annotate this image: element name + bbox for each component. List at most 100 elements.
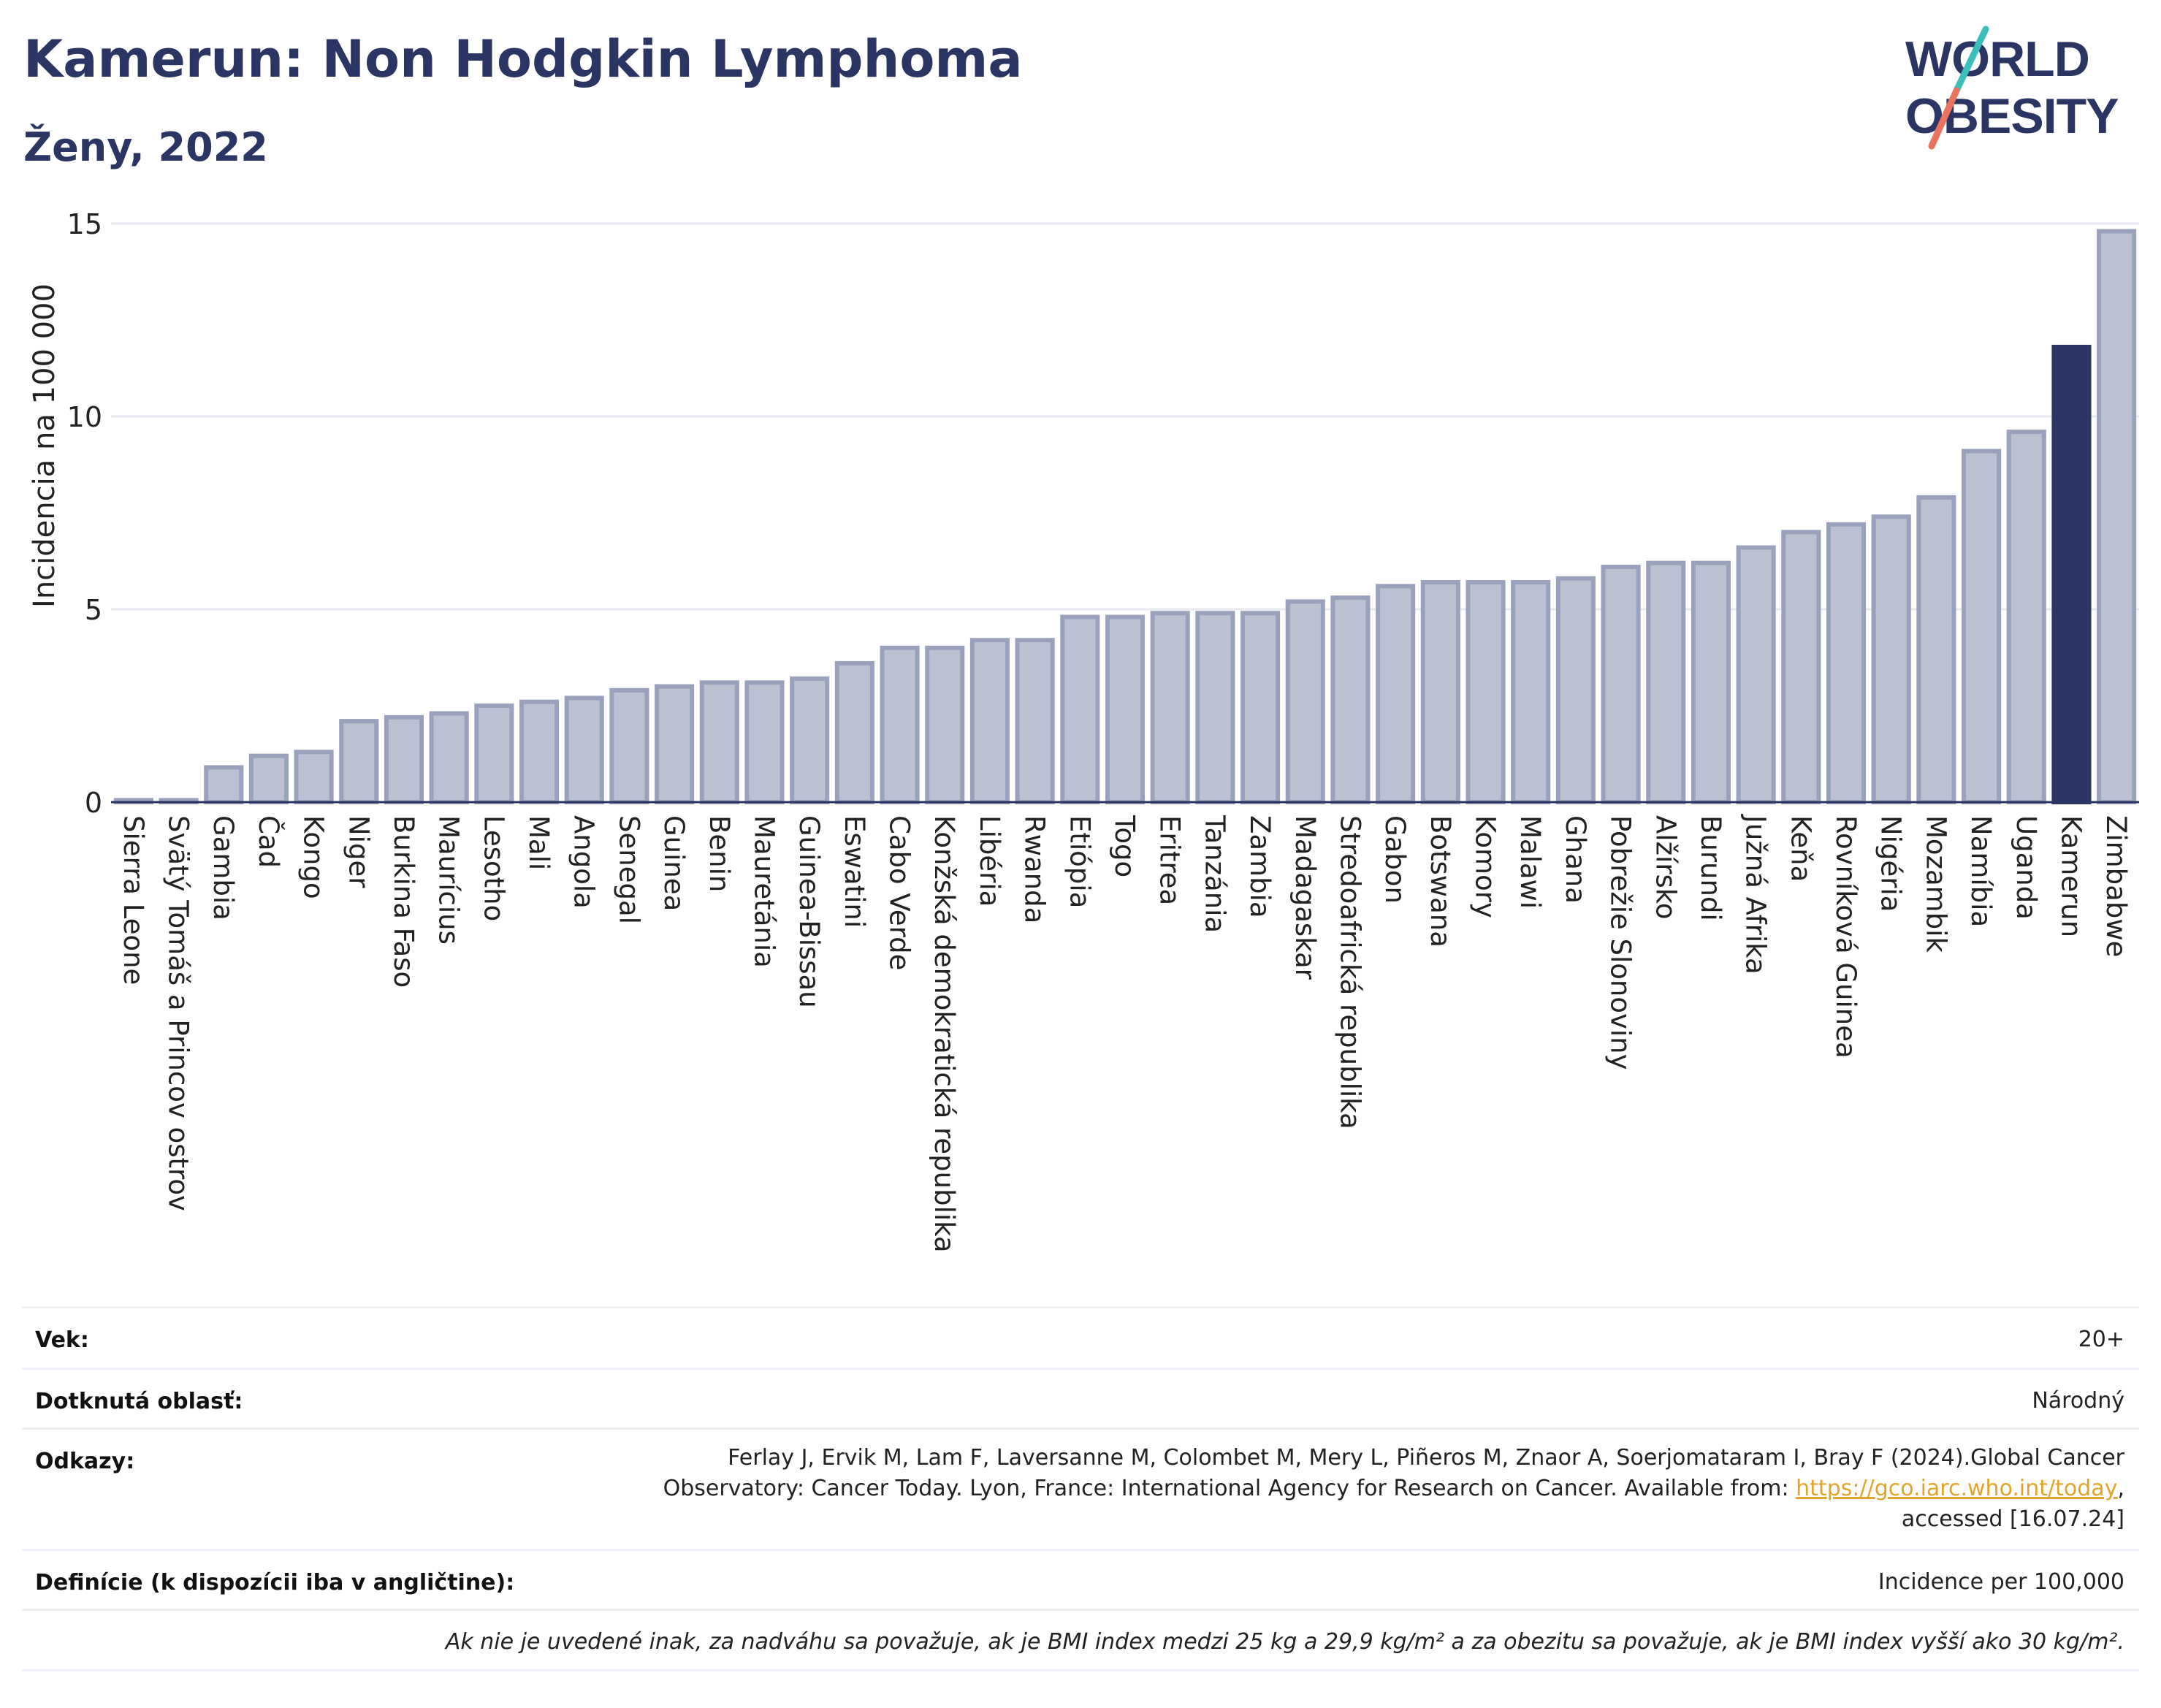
bar	[564, 695, 604, 804]
x-tick-label: Malawi	[1514, 815, 1546, 909]
bar	[1015, 638, 1055, 804]
x-tick-label: Uganda	[2011, 815, 2042, 920]
bar	[1240, 611, 1281, 805]
x-tick-label: Eswatini	[839, 815, 870, 928]
bar	[429, 711, 469, 804]
x-tick-label: Nigéria	[1875, 815, 1907, 912]
bar	[834, 660, 874, 804]
bar	[2006, 430, 2046, 804]
bar	[1511, 580, 1551, 804]
bars	[113, 229, 2137, 805]
x-tick-label: Senegal	[613, 815, 644, 924]
area-value: Národný	[2032, 1388, 2124, 1414]
bar	[1285, 599, 1325, 804]
info-row-definitions: Definície (k dispozícii iba v angličtine…	[22, 1549, 2139, 1609]
references-label: Odkazy:	[35, 1449, 135, 1474]
x-tick-label: Rwanda	[1019, 815, 1051, 923]
x-tick-label: Cabo Verde	[884, 815, 915, 970]
x-tick-label: Konžská demokratická republika	[929, 815, 960, 1253]
x-tick-label: Botswana	[1425, 815, 1456, 948]
x-tick-label: Mauretánia	[748, 815, 780, 968]
x-tick-label: Madagaskar	[1289, 815, 1321, 980]
bar	[1781, 530, 1821, 805]
bar	[609, 687, 649, 804]
x-tick-label: Rovníková Guinea	[1830, 815, 1861, 1059]
x-tick-label: Zimbabwe	[2100, 815, 2132, 957]
references-line2-text: Observatory: Cancer Today. Lyon, France:…	[663, 1476, 1796, 1501]
definitions-value: Incidence per 100,000	[1878, 1569, 2124, 1595]
bar	[474, 704, 514, 804]
bar	[1420, 580, 1460, 804]
x-tick-label: Ghana	[1560, 815, 1591, 904]
bar	[339, 719, 379, 804]
bar	[2051, 344, 2092, 804]
logo-slash-top	[1953, 26, 1989, 94]
x-tick-label: Etiópia	[1064, 815, 1095, 908]
bar	[1601, 564, 1641, 804]
bar	[248, 753, 289, 805]
bar-chart: 0 5 10 15 Sierra Leone Svätý Tomáš a Princov …	[28, 208, 2139, 1253]
x-tick-label: Pobrežie Slonoviny	[1605, 815, 1636, 1070]
bar	[1646, 560, 1686, 804]
x-tick-label: Keňa	[1785, 815, 1816, 882]
x-tick-label: Gambia	[207, 815, 239, 920]
x-tick-label: Gabon	[1379, 815, 1411, 904]
x-tick-label: Svätý Tomáš a Princov ostrov	[163, 815, 194, 1211]
bar	[1376, 584, 1416, 804]
info-row-footnote: Ak nie je uvedené inak, za nadváhu sa po…	[22, 1609, 2139, 1669]
bar	[294, 750, 334, 804]
chart-subtitle: Ženy, 2022	[23, 124, 268, 170]
references-line3: accessed [16.07.24]	[1901, 1506, 2124, 1532]
info-row-area: Dotknutá oblasť: Národný	[22, 1368, 2139, 1427]
world-obesity-logo: WORLD OBESITY	[1905, 26, 2119, 150]
x-tick-label: Sierra Leone	[118, 815, 149, 985]
chart-title: Kamerun: Non Hodgkin Lymphoma	[23, 29, 1023, 89]
bar	[1466, 580, 1506, 804]
bar	[790, 676, 830, 804]
bar	[699, 680, 739, 804]
x-tick-label: Mali	[523, 815, 554, 870]
logo-text-line2: OBESITY	[1905, 88, 2119, 144]
bar	[1105, 614, 1146, 804]
bar	[969, 638, 1010, 804]
x-tick-label: Stredoafrická republika	[1334, 815, 1365, 1129]
x-tick-label: Guinea-Bissau	[793, 815, 825, 1008]
bar	[1150, 611, 1190, 805]
x-tick-label: Libéria	[974, 815, 1005, 907]
x-tick-label: Togo	[1109, 815, 1140, 877]
x-tick-label: Maurícius	[433, 815, 465, 945]
bar	[1330, 595, 1371, 804]
axes: 0 5 10 15 Sierra Leone Svätý Tomáš a Princov …	[67, 208, 2139, 1253]
bar	[1060, 614, 1100, 804]
x-tick-label: Komory	[1470, 815, 1501, 918]
x-tick-label: Kamerun	[2055, 815, 2086, 937]
bar	[1736, 545, 1776, 805]
references-line2: Observatory: Cancer Today. Lyon, France:…	[663, 1473, 2124, 1504]
x-tick-label: Kongo	[298, 815, 329, 899]
bar	[384, 714, 424, 805]
info-row-references: Odkazy: Ferlay J, Ervik M, Lam F, Lavers…	[22, 1427, 2139, 1549]
definitions-label: Definície (k dispozícii iba v angličtine…	[35, 1570, 515, 1595]
info-row-age: Vek: 20+	[22, 1306, 2139, 1368]
y-tick-label: 10	[67, 401, 102, 433]
y-tick-label: 5	[85, 594, 102, 626]
x-tick-label: Benin	[704, 815, 735, 892]
references-line1: Ferlay J, Ervik M, Lam F, Laversanne M, …	[728, 1445, 2124, 1471]
footnote-text: Ak nie je uvedené inak, za nadváhu sa po…	[445, 1629, 2124, 1655]
x-tick-label: Burkina Faso	[388, 815, 419, 988]
references-text: Ferlay J, Ervik M, Lam F, Laversanne M, …	[663, 1443, 2124, 1535]
bar	[1555, 576, 1596, 804]
x-tick-label: Tanzánia	[1199, 815, 1230, 933]
logo-slash-bottom	[1928, 87, 1960, 150]
area-label: Dotknutá oblasť:	[35, 1389, 243, 1414]
bar	[204, 765, 244, 804]
x-tick-label: Niger	[343, 815, 374, 888]
y-tick-label: 15	[67, 208, 102, 240]
age-label: Vek:	[35, 1327, 89, 1353]
bar	[1826, 522, 1867, 805]
references-link[interactable]: https://gco.iarc.who.int/today	[1796, 1476, 2118, 1501]
bar	[744, 680, 785, 804]
bar	[519, 699, 560, 804]
bar	[1871, 514, 1911, 805]
bar	[925, 645, 965, 804]
